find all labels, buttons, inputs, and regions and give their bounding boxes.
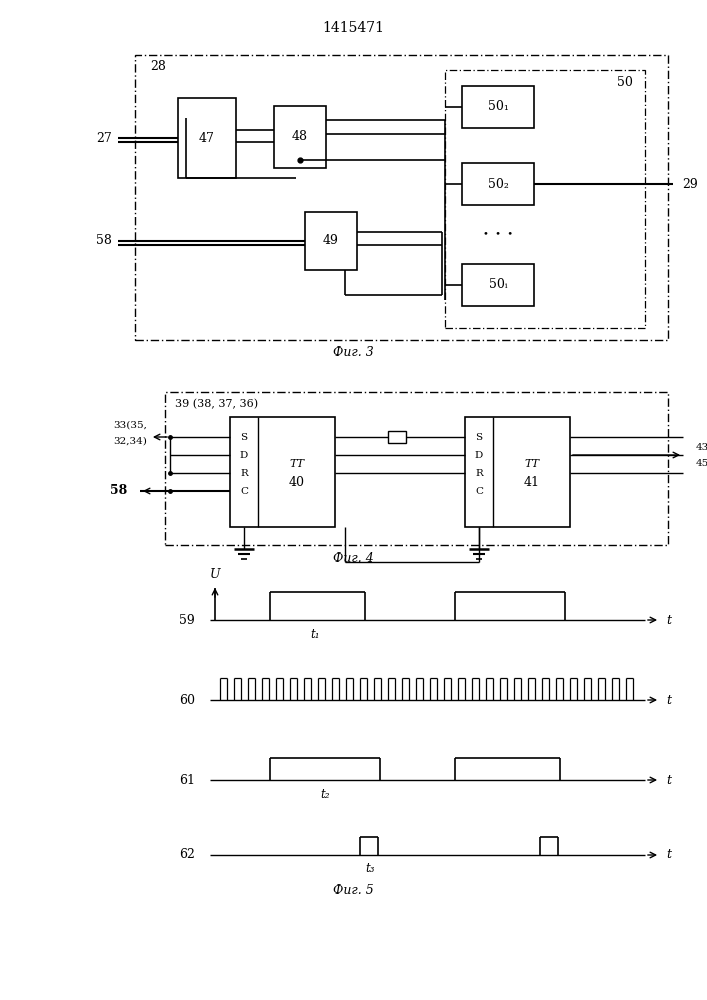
Text: 39 (38, 37, 36): 39 (38, 37, 36) [175, 399, 258, 409]
Text: D: D [240, 450, 248, 460]
Text: S: S [240, 432, 247, 442]
Text: 60: 60 [179, 694, 195, 706]
Text: 50₁: 50₁ [488, 101, 508, 113]
Text: 59: 59 [180, 613, 195, 626]
Text: 58: 58 [96, 234, 112, 247]
Text: t₂: t₂ [320, 788, 329, 800]
Text: 45,42): 45,42) [696, 458, 707, 468]
Text: 1415471: 1415471 [322, 21, 384, 35]
Bar [135, 55, 668, 340]
Text: S: S [475, 432, 483, 442]
Text: t₁: t₁ [310, 628, 320, 641]
Bar [462, 86, 534, 128]
Text: 50ᵢ: 50ᵢ [489, 278, 507, 292]
Bar [305, 212, 357, 270]
Text: C: C [475, 487, 483, 495]
Text: 47: 47 [199, 131, 215, 144]
Text: t: t [667, 613, 672, 626]
Text: 43(44,: 43(44, [696, 442, 707, 452]
Text: 50: 50 [617, 76, 633, 89]
Text: •  •  •: • • • [483, 230, 513, 239]
Text: 49: 49 [323, 234, 339, 247]
Bar [178, 98, 236, 178]
Text: 32,34): 32,34) [113, 436, 147, 446]
Bar [230, 417, 335, 527]
Text: t: t [667, 774, 672, 786]
Text: TT: TT [289, 459, 304, 469]
Bar [462, 264, 534, 306]
Bar [462, 163, 534, 205]
Text: D: D [475, 450, 483, 460]
Text: 48: 48 [292, 130, 308, 143]
Text: 29: 29 [682, 178, 698, 190]
Text: TT: TT [524, 459, 539, 469]
Text: t: t [667, 694, 672, 706]
Text: C: C [240, 487, 248, 495]
Text: R: R [475, 468, 483, 478]
Bar [388, 431, 406, 443]
Text: 33(35,: 33(35, [113, 420, 147, 430]
Text: 50₂: 50₂ [488, 178, 508, 190]
Bar [274, 106, 326, 168]
Bar [165, 392, 668, 545]
Text: 61: 61 [179, 774, 195, 786]
Text: 28: 28 [150, 60, 166, 74]
Text: Фиг. 4: Фиг. 4 [332, 552, 373, 564]
Text: t₃: t₃ [366, 862, 375, 876]
Text: t: t [667, 848, 672, 861]
Text: U: U [210, 568, 221, 582]
Text: Фиг. 5: Фиг. 5 [332, 884, 373, 896]
Text: 58: 58 [110, 485, 127, 497]
Text: 62: 62 [179, 848, 195, 861]
Bar [465, 417, 570, 527]
Text: 27: 27 [96, 131, 112, 144]
Text: Фиг. 3: Фиг. 3 [332, 346, 373, 359]
Bar [445, 70, 645, 328]
Text: 41: 41 [523, 476, 539, 488]
Text: 40: 40 [288, 476, 305, 488]
Text: R: R [240, 468, 248, 478]
